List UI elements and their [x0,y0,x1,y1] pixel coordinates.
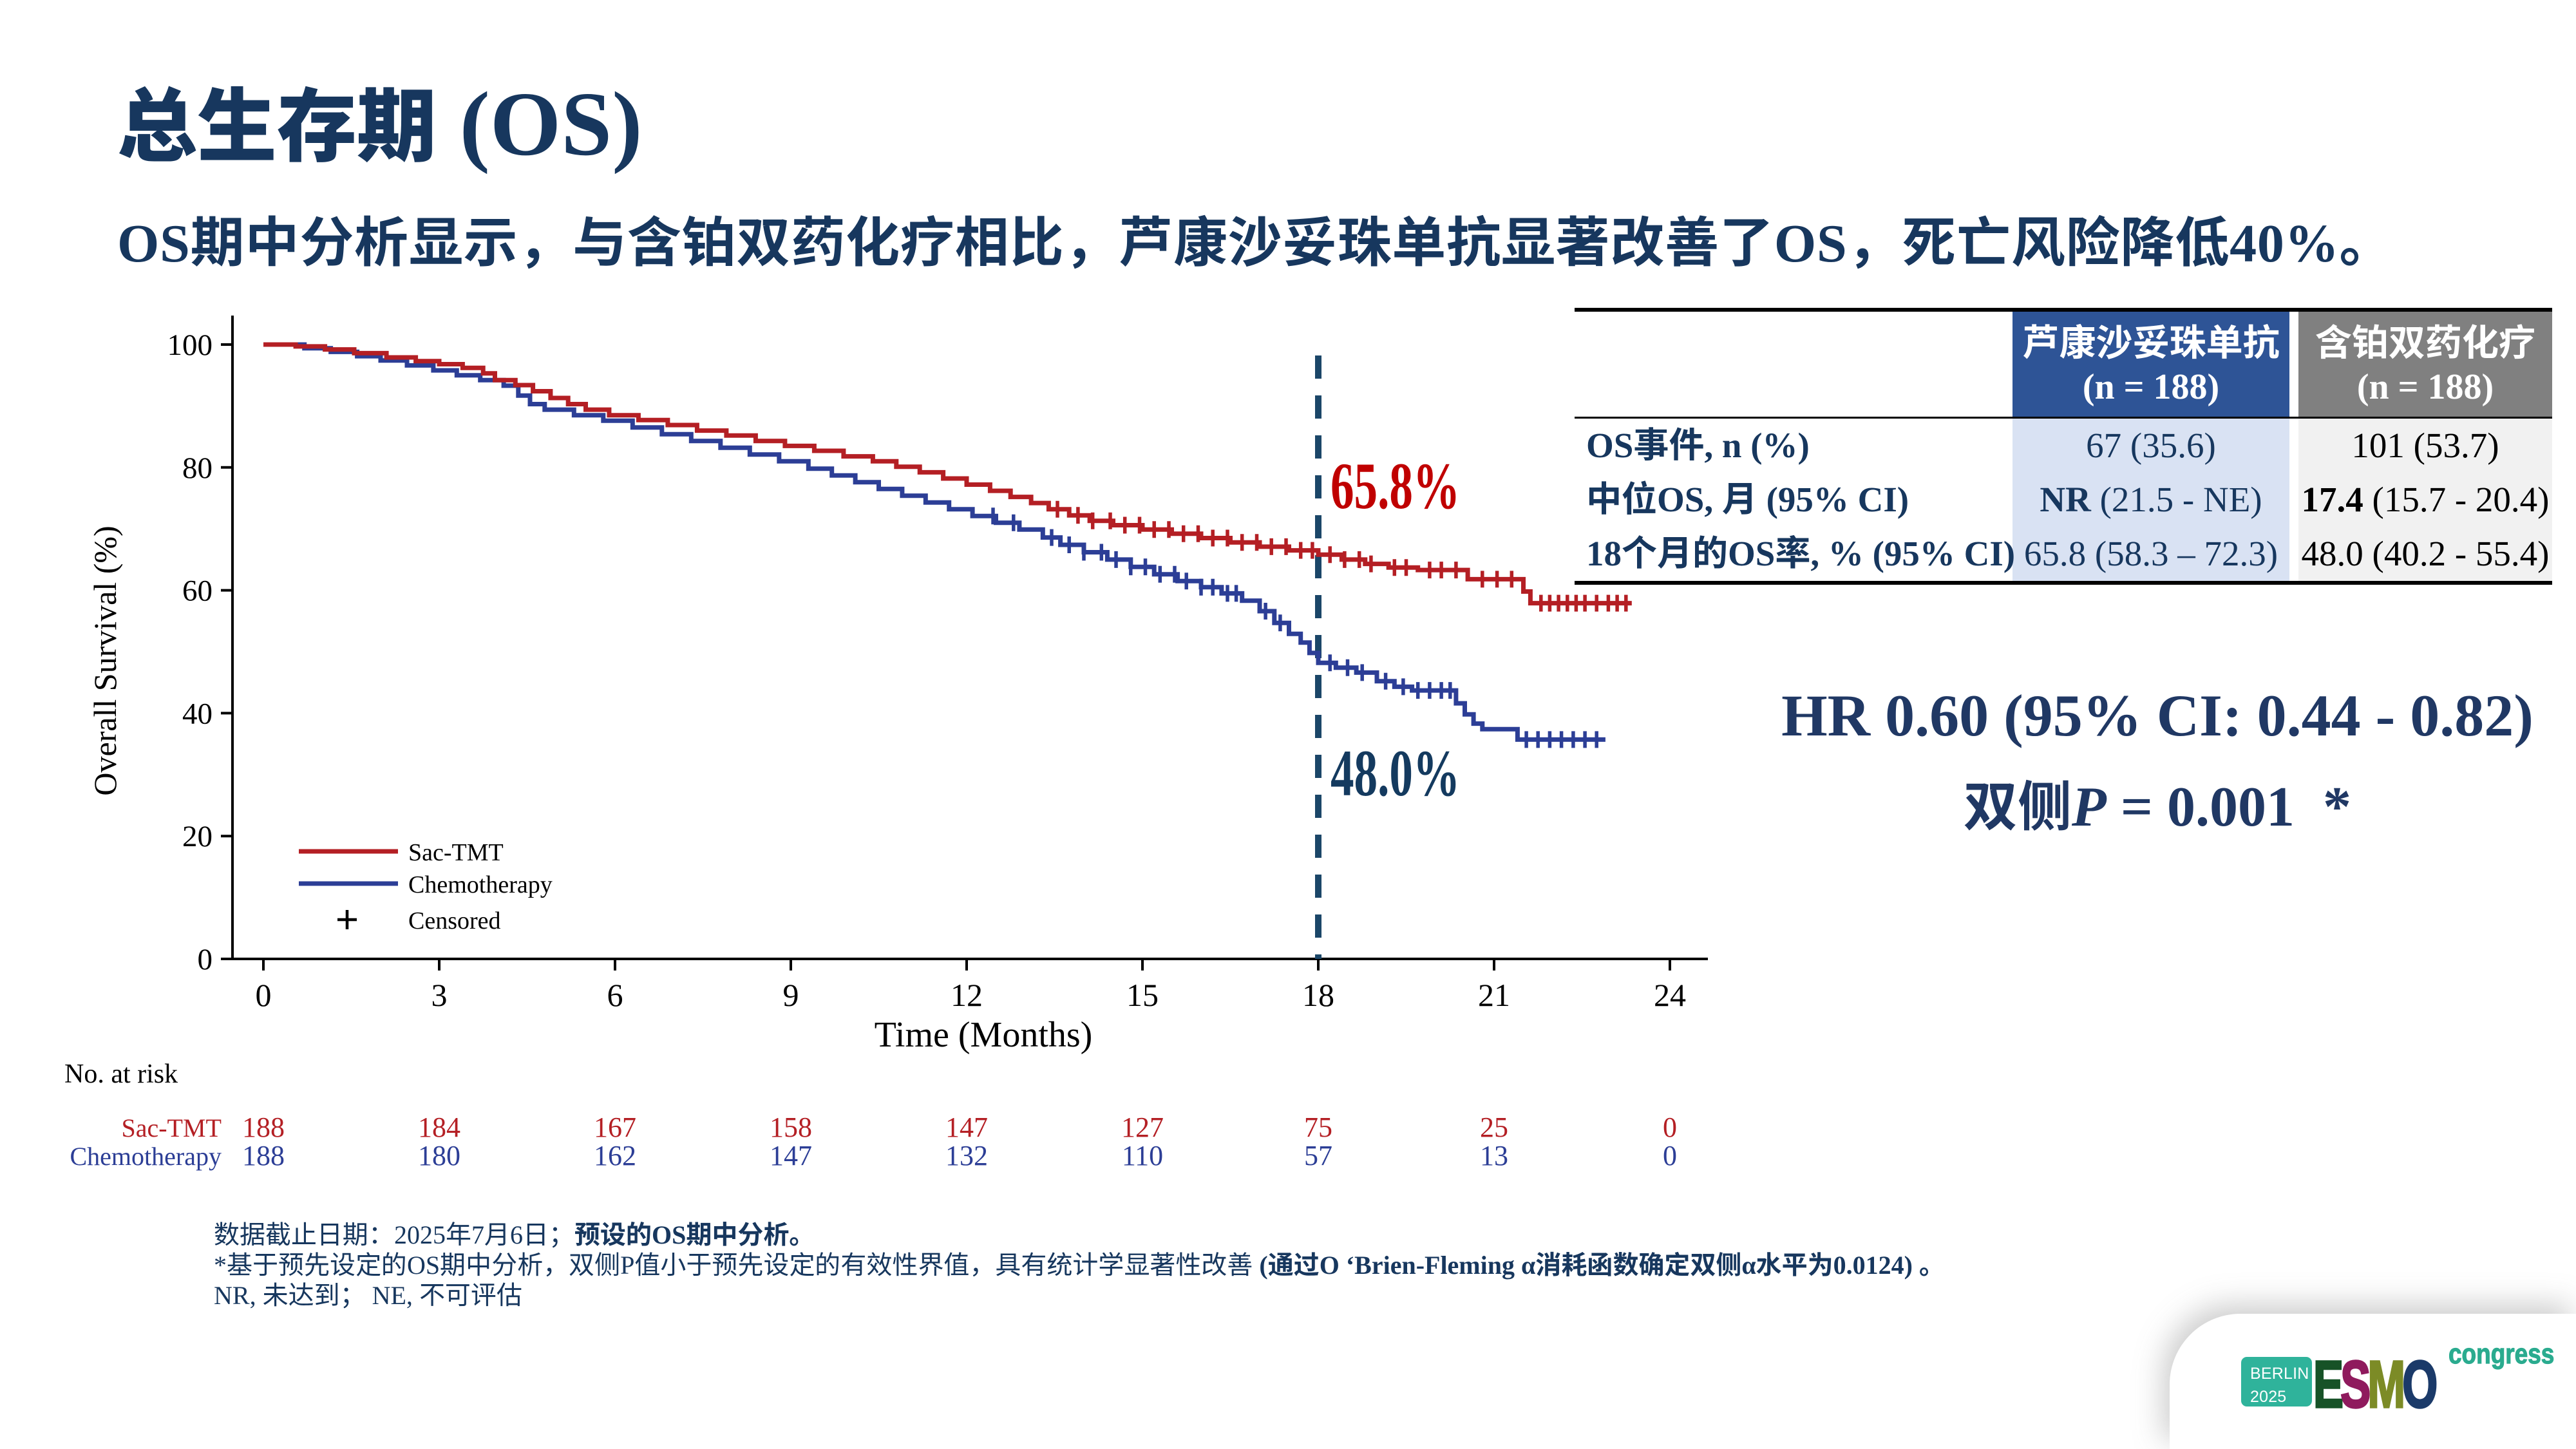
svg-text:158: 158 [770,1112,812,1143]
svg-text:18: 18 [1302,977,1334,1013]
svg-text:Sac-TMT: Sac-TMT [121,1113,222,1142]
svg-text:60: 60 [182,574,213,608]
svg-text:132: 132 [945,1140,988,1171]
svg-text:24: 24 [1654,977,1686,1013]
svg-text:20: 20 [182,820,213,853]
svg-text:40: 40 [182,697,213,730]
svg-text:80: 80 [182,451,213,485]
svg-text:167: 167 [594,1112,636,1143]
svg-text:0: 0 [1663,1112,1677,1143]
svg-text:162: 162 [594,1140,636,1171]
svg-text:0: 0 [256,977,272,1013]
svg-text:188: 188 [242,1140,285,1171]
svg-text:Sac-TMT: Sac-TMT [408,839,504,866]
svg-text:No. at risk: No. at risk [64,1059,178,1089]
svg-text:Chemotherapy: Chemotherapy [408,871,553,898]
svg-text:3: 3 [431,977,448,1013]
svg-text:0: 0 [198,943,213,976]
svg-text:75: 75 [1304,1112,1332,1143]
svg-text:57: 57 [1304,1140,1332,1171]
svg-text:184: 184 [418,1112,460,1143]
svg-text:13: 13 [1480,1140,1508,1171]
svg-text:Time (Months): Time (Months) [875,1015,1093,1055]
svg-text:9: 9 [783,977,799,1013]
svg-text:110: 110 [1122,1140,1163,1171]
svg-text:0: 0 [1663,1140,1677,1171]
svg-text:127: 127 [1121,1112,1164,1143]
svg-text:21: 21 [1478,977,1510,1013]
svg-text:100: 100 [167,328,213,362]
svg-text:48.0%: 48.0% [1331,737,1460,810]
svg-text:Censored: Censored [408,907,501,934]
svg-text:188: 188 [242,1112,285,1143]
svg-text:12: 12 [951,977,983,1013]
svg-text:6: 6 [607,977,623,1013]
svg-text:147: 147 [945,1112,988,1143]
svg-text:147: 147 [770,1140,812,1171]
svg-text:Chemotherapy: Chemotherapy [70,1142,222,1171]
svg-text:Overall Survival (%): Overall Survival (%) [87,526,123,795]
svg-text:25: 25 [1480,1112,1508,1143]
svg-text:65.8%: 65.8% [1331,450,1460,523]
svg-text:15: 15 [1126,977,1159,1013]
svg-text:180: 180 [418,1140,460,1171]
